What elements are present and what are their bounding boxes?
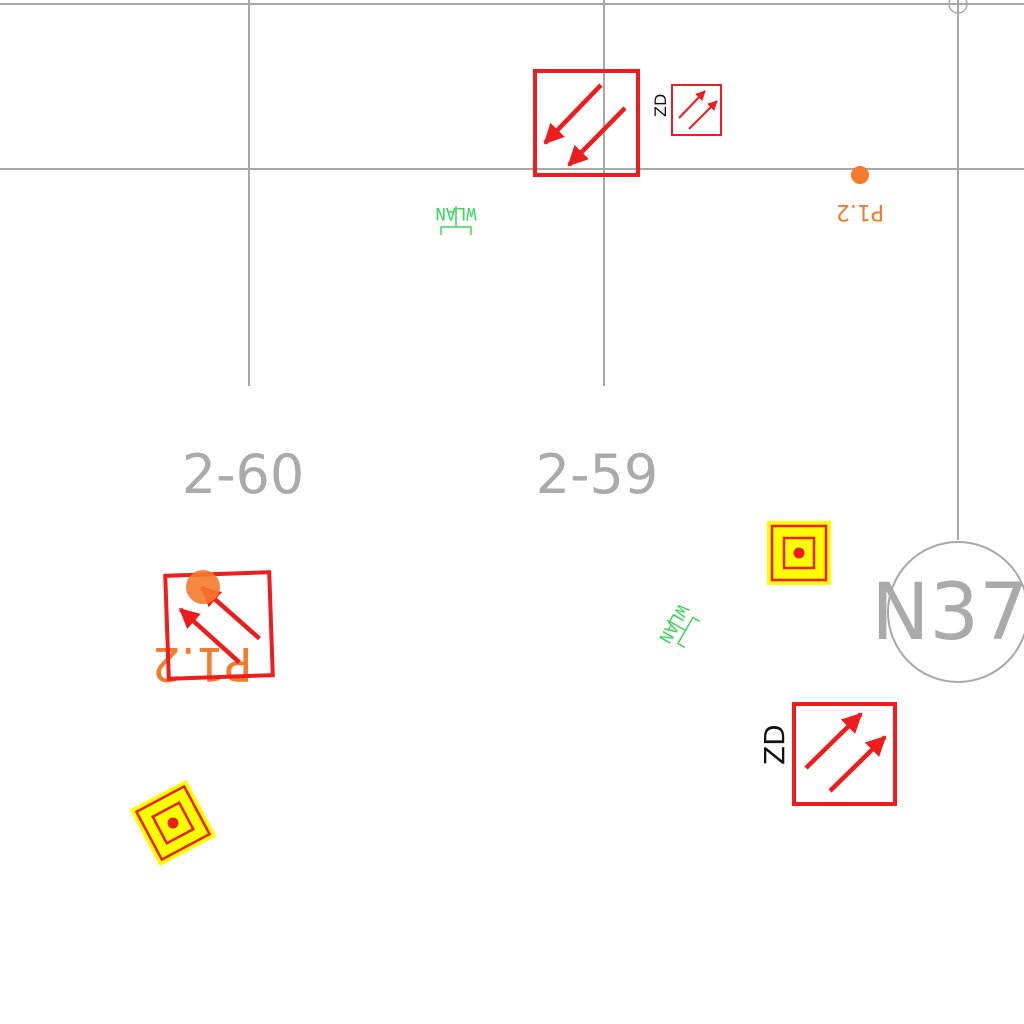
escape-route-sign-left: P1.2 xyxy=(152,570,275,691)
exit-tag-zd: ZD xyxy=(758,724,791,765)
fire-alarm-button-left xyxy=(129,779,217,867)
exit-arrow xyxy=(804,712,863,770)
alarm-center-dot xyxy=(167,817,179,829)
escape-route-arrow-icon xyxy=(792,702,897,806)
alarm-ring-outer xyxy=(134,784,212,862)
escape-route-arrow-icon xyxy=(163,570,275,681)
measurement-point-label: P1.2 xyxy=(836,199,884,224)
exit-arrow xyxy=(678,90,706,119)
wlan-antenna-icon xyxy=(666,616,701,649)
alarm-ring-inner xyxy=(782,536,816,570)
grid-label-col-2-60: 2-60 xyxy=(182,443,305,506)
measurement-point-icon xyxy=(186,570,220,604)
exit-arrow xyxy=(688,100,718,130)
measurement-point-icon xyxy=(851,166,869,184)
escape-route-sign-top-small: ZD xyxy=(651,84,722,136)
axis-bubble-circle xyxy=(887,541,1024,683)
escape-route-arrow-icon xyxy=(533,69,640,177)
exit-arrow xyxy=(567,106,627,167)
alarm-center-dot xyxy=(793,547,805,559)
alarm-ring-inner xyxy=(151,801,195,845)
exit-tag-zd: ZD xyxy=(651,94,670,117)
escape-route-sign-top-large xyxy=(533,69,640,177)
exit-arrow xyxy=(543,83,603,145)
axis-bubble-n37: N37 xyxy=(871,541,1024,683)
wlan-symbol-top: WLAN xyxy=(436,203,477,235)
grid-label-col-2-59: 2-59 xyxy=(536,443,659,506)
wlan-label: WLAN xyxy=(436,203,477,223)
exit-arrow xyxy=(828,735,887,793)
escape-route-sign-bottom-right: ZD xyxy=(758,702,897,806)
alarm-ring-outer xyxy=(770,524,828,582)
measurement-point-top: P1.2 xyxy=(836,166,884,224)
grid-lines xyxy=(0,0,1024,540)
fire-alarm-button-right xyxy=(767,521,831,585)
wlan-label: WLAN xyxy=(654,601,692,646)
axis-bubble-label: N37 xyxy=(871,568,1024,658)
grid-crosshair xyxy=(948,0,968,14)
wlan-symbol-middle: WLAN xyxy=(654,601,701,649)
wlan-antenna-icon xyxy=(440,206,472,235)
exit-arrow xyxy=(178,607,241,664)
escape-route-arrow-icon xyxy=(671,84,722,136)
